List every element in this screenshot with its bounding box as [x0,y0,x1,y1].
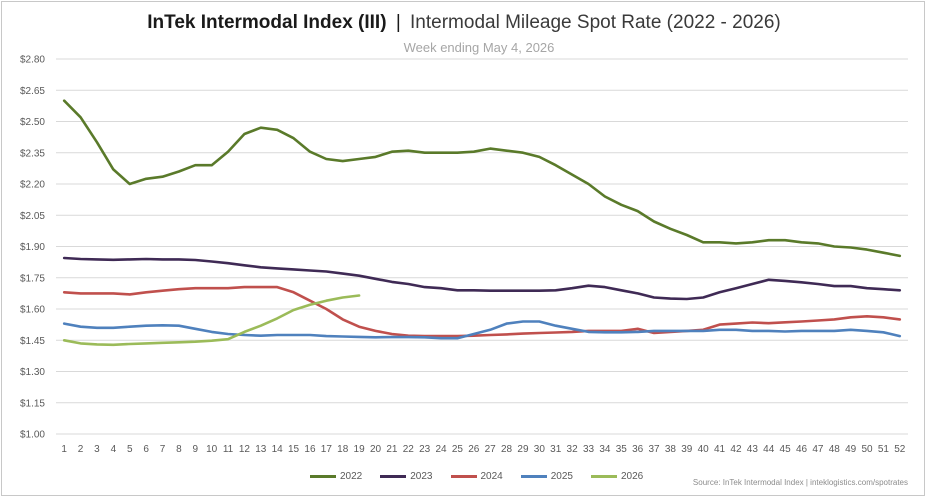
y-tick-label: $2.35 [20,148,45,159]
legend-item-2022: 2022 [310,471,362,482]
x-tick-label: 2 [78,444,84,455]
chart-subtitle: Week ending May 4, 2026 [403,40,555,55]
x-tick-label: 9 [192,444,198,455]
legend-label: 2024 [480,470,503,482]
series-line-2024 [62,285,902,338]
x-tick-label: 45 [780,444,792,455]
x-tick-label: 26 [468,444,480,455]
y-tick-label: $2.20 [20,180,45,191]
series-line-2026 [62,294,361,347]
chart-title-separator: | [395,12,401,33]
legend-swatch [520,474,547,478]
x-tick-label: 27 [485,444,497,455]
x-tick-label: 46 [796,444,808,455]
x-tick-label: 24 [435,444,447,455]
x-tick-label: 42 [730,444,742,455]
x-tick-label: 19 [354,444,366,455]
x-tick-label: 34 [599,444,611,455]
x-tick-label: 1 [61,444,67,455]
x-tick-label: 33 [583,444,595,455]
x-tick-label: 41 [714,444,726,455]
x-tick-label: 37 [648,444,660,455]
y-tick-label: $1.00 [20,430,45,441]
series-lines [62,99,902,347]
x-tick-label: 50 [861,444,873,455]
x-tick-label: 16 [304,444,316,455]
x-tick-label: 32 [567,444,579,455]
x-tick-label: 5 [127,444,133,455]
legend-label: 2026 [621,470,644,482]
x-tick-label: 7 [160,444,166,455]
legend-label: 2022 [340,470,363,482]
y-tick-label: $2.50 [20,117,45,128]
x-tick-label: 22 [403,444,415,455]
x-tick-label: 13 [255,444,267,455]
x-tick-label: 35 [616,444,628,455]
x-tick-label: 14 [272,444,284,455]
legend-swatch [380,474,407,478]
x-tick-label: 48 [829,444,841,455]
x-tick-label: 15 [288,444,300,455]
chart-legend: 2022 2023 2024 2025 2026 [310,468,643,484]
x-tick-label: 36 [632,444,644,455]
gridlines [56,58,908,435]
x-tick-label: 40 [698,444,710,455]
x-tick-label: 18 [337,444,349,455]
legend-label: 2025 [550,470,573,482]
x-axis-ticks: 1 2 3 4 5 6 7 8 9 10 11 12 13 14 15 16 17 18 19 20 21 22 23 24 2… [61,444,905,455]
legend-item-2026: 2026 [591,471,643,482]
series-line-2022 [62,99,902,258]
chart-title-main: InTek Intermodal Index (III) [147,12,387,33]
series-line-2023 [62,256,902,301]
x-tick-label: 8 [176,444,182,455]
chart-title: InTek Intermodal Index (III) | Intermoda… [0,12,928,34]
x-tick-label: 10 [206,444,218,455]
x-tick-label: 52 [894,444,906,455]
x-tick-label: 30 [534,444,546,455]
x-tick-label: 39 [681,444,693,455]
legend-label: 2023 [410,470,433,482]
chart-title-rest: Intermodal Mileage Spot Rate (2022 - 202… [410,12,781,33]
x-tick-label: 20 [370,444,382,455]
series-line-2025 [62,320,902,340]
legend-swatch [310,474,336,478]
x-tick-label: 4 [111,444,117,455]
legend-item-2025: 2025 [520,470,573,482]
x-tick-label: 3 [94,444,100,455]
x-tick-label: 17 [321,444,333,455]
x-tick-label: 23 [419,444,431,455]
y-tick-label: $2.65 [20,86,45,97]
x-tick-label: 49 [845,444,857,455]
x-tick-label: 12 [239,444,251,455]
x-tick-label: 31 [550,444,562,455]
x-tick-label: 25 [452,444,464,455]
x-tick-label: 43 [747,444,759,455]
y-tick-label: $1.90 [20,242,45,253]
y-axis-ticks: $2.80 $2.65 $2.50 $2.35 $2.20 $2.05 $1.90 $1.75… [20,55,45,441]
x-tick-label: 47 [812,444,824,455]
x-tick-label: 44 [763,444,775,455]
legend-swatch [450,474,477,478]
y-tick-label: $1.75 [20,273,45,284]
legend-item-2023: 2023 [380,470,433,482]
x-tick-label: 6 [143,444,149,455]
x-tick-label: 28 [501,444,513,455]
legend-swatch [591,474,617,478]
legend-item-2024: 2024 [450,470,503,482]
y-tick-label: $1.60 [20,305,45,316]
y-tick-label: $1.45 [20,336,45,347]
x-tick-label: 11 [223,444,234,455]
y-tick-label: $1.15 [20,398,45,409]
x-tick-label: 38 [665,444,677,455]
y-tick-label: $2.80 [20,55,45,66]
x-tick-label: 21 [386,444,398,455]
x-tick-label: 29 [517,444,529,455]
x-tick-label: 51 [878,444,890,455]
source-note: Source: InTek Intermodal Index | inteklo… [692,478,908,487]
y-tick-label: $1.30 [20,367,45,378]
y-tick-label: $2.05 [20,211,45,222]
